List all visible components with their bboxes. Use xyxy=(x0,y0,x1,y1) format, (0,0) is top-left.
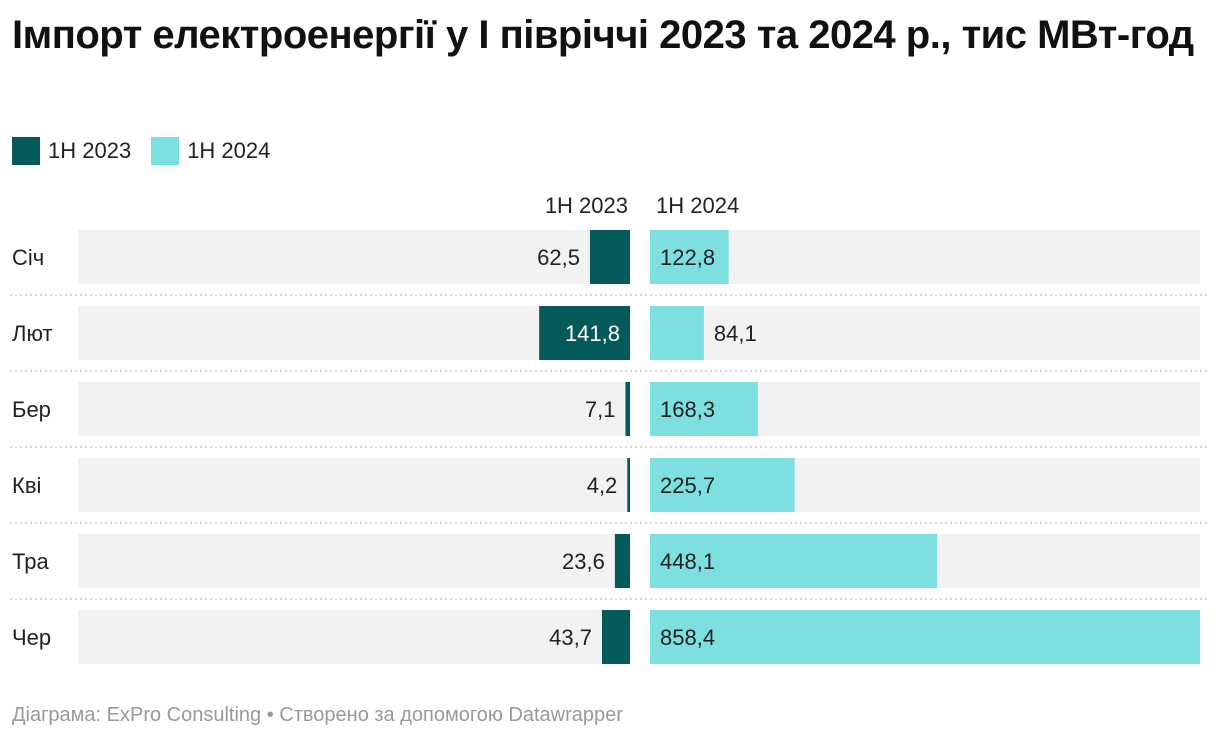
data-label-1h-2024: 84,1 xyxy=(714,321,757,346)
legend-label-2023: 1H 2023 xyxy=(48,138,132,163)
row-5-bg-2023 xyxy=(78,534,630,588)
bar-1h-2023 xyxy=(614,534,630,588)
column-header-2024: 1H 2024 xyxy=(656,193,740,218)
category-label: Чер xyxy=(12,625,51,650)
data-label-1h-2024: 225,7 xyxy=(660,473,715,498)
bar-1h-2023 xyxy=(589,230,630,284)
data-label-1h-2024: 448,1 xyxy=(660,549,715,574)
row-2-bg-2023 xyxy=(78,306,630,360)
data-label-1h-2023: 4,2 xyxy=(587,473,618,498)
bar-1h-2024 xyxy=(650,230,729,284)
bar-1h-2024 xyxy=(650,610,1200,664)
data-label-1h-2024: 122,8 xyxy=(660,245,715,270)
bar-1h-2024 xyxy=(650,382,758,436)
data-label-1h-2023: 7,1 xyxy=(585,397,616,422)
row-1-bg-2023 xyxy=(78,230,630,284)
legend-swatch-2023 xyxy=(12,137,40,165)
data-label-1h-2023: 141,8 xyxy=(565,321,620,346)
row-2-bg-2024 xyxy=(650,306,1200,360)
category-label: Кві xyxy=(12,473,41,498)
category-label: Бер xyxy=(12,397,51,422)
row-1-bg-2024 xyxy=(650,230,1200,284)
data-label-1h-2024: 168,3 xyxy=(660,397,715,422)
data-label-1h-2023: 43,7 xyxy=(549,625,592,650)
bar-1h-2023 xyxy=(602,610,630,664)
data-label-1h-2024: 858,4 xyxy=(660,625,715,650)
row-6-bg-2023 xyxy=(78,610,630,664)
bar-1h-2023 xyxy=(625,382,630,436)
row-4-bg-2023 xyxy=(78,458,630,512)
legend: 1H 2023 1H 2024 xyxy=(12,136,290,166)
column-header-2023: 1H 2023 xyxy=(544,193,628,218)
bar-1h-2024 xyxy=(650,458,795,512)
chart-title: Імпорт електроенергії у І півріччі 2023 … xyxy=(12,13,1194,57)
data-label-1h-2023: 23,6 xyxy=(562,549,605,574)
bar-1h-2024 xyxy=(650,306,704,360)
bar-1h-2023 xyxy=(539,306,630,360)
category-label: Січ xyxy=(12,245,44,270)
legend-item-2023: 1H 2023 xyxy=(12,137,131,165)
data-label-1h-2023: 62,5 xyxy=(537,245,580,270)
source-note: Діаграма: ExPro Consulting • Створено за… xyxy=(12,704,623,726)
category-label: Тра xyxy=(12,549,49,574)
legend-label-2024: 1H 2024 xyxy=(187,138,271,163)
row-3-bg-2023 xyxy=(78,382,630,436)
category-label: Лют xyxy=(12,321,53,346)
legend-swatch-2024 xyxy=(151,137,180,165)
bar-1h-2024 xyxy=(650,534,938,588)
legend-item-2024: 1H 2024 xyxy=(151,137,270,165)
bar-1h-2023 xyxy=(627,458,630,512)
